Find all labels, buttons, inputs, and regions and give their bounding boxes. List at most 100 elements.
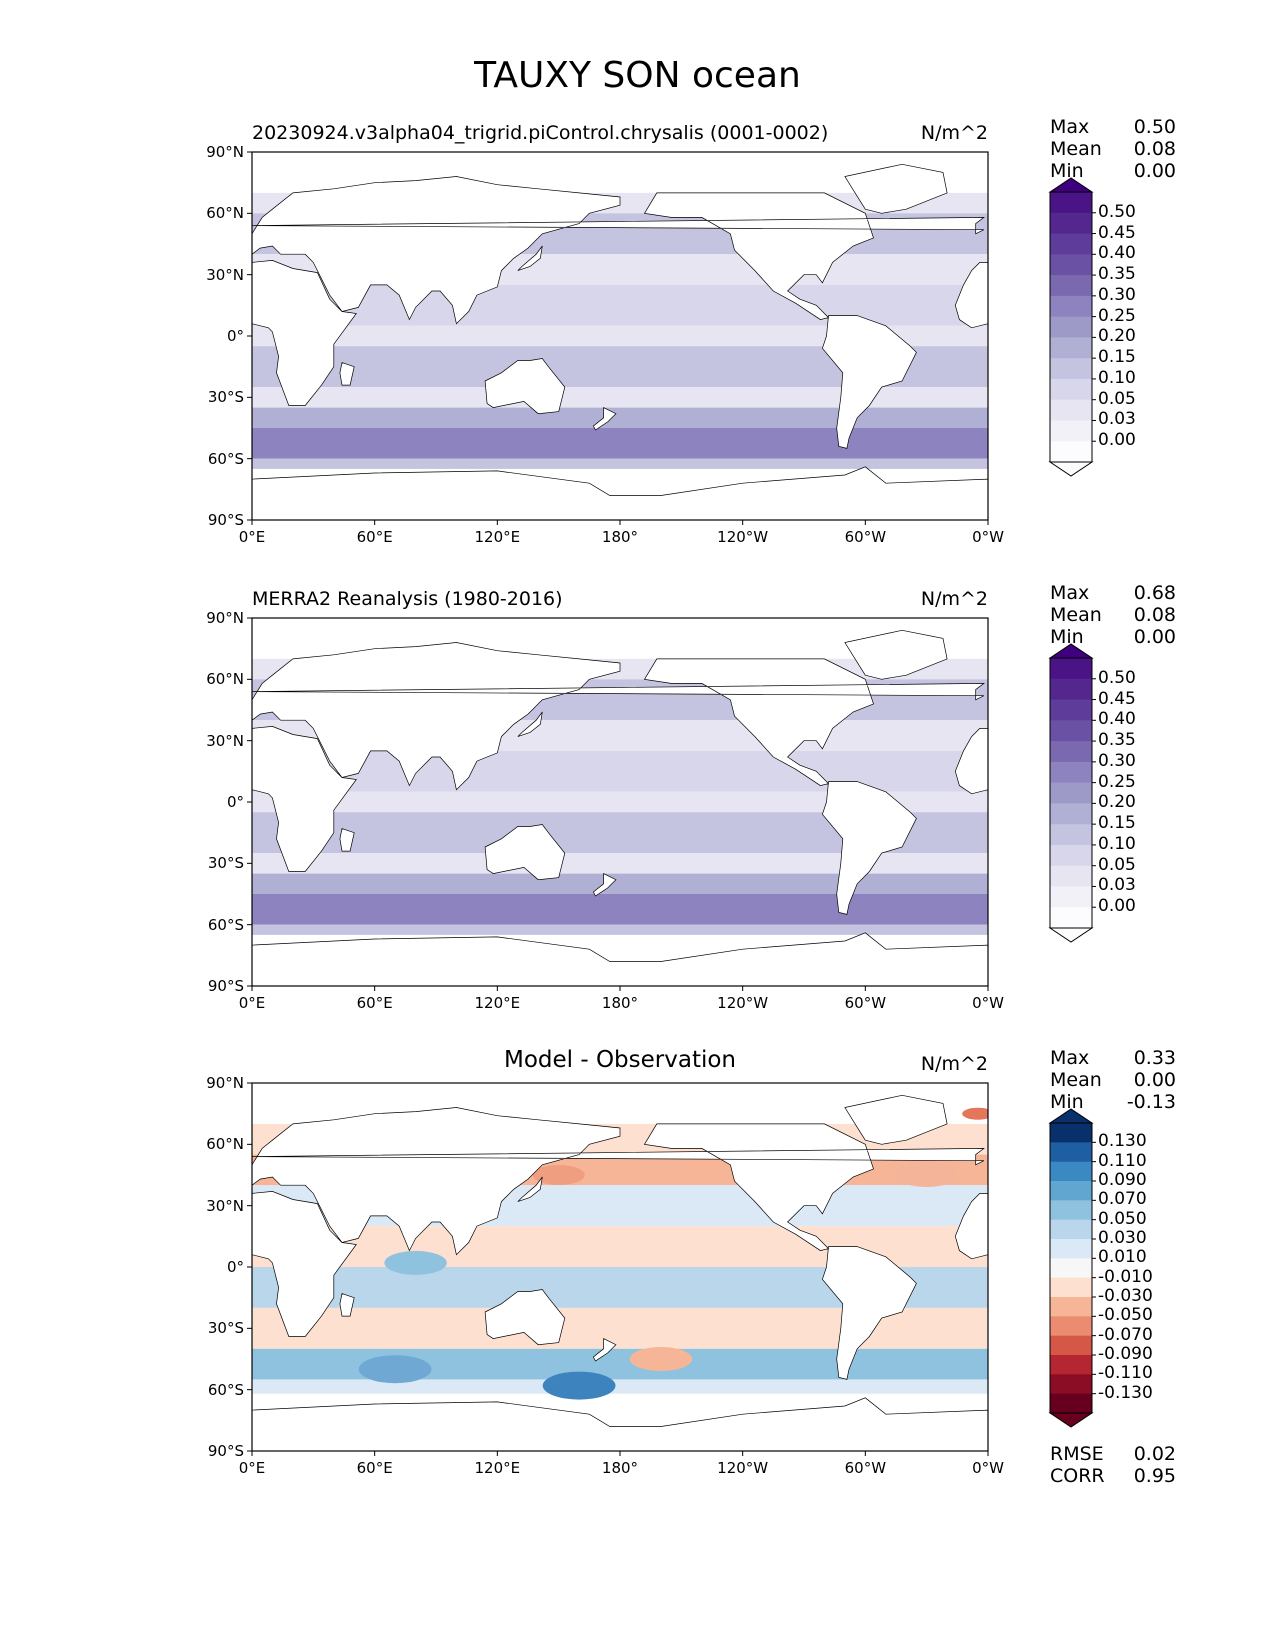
colorbar-segment bbox=[1050, 782, 1092, 804]
stat-label-min: Min bbox=[1050, 1091, 1084, 1113]
colorbar-segment bbox=[1050, 1219, 1092, 1240]
colorbar-label: -0.110 bbox=[1098, 1363, 1153, 1384]
y-tick-label: 90°S bbox=[207, 511, 244, 529]
colorbar-segment bbox=[1050, 295, 1092, 318]
stat-label-max: Max bbox=[1050, 116, 1090, 138]
y-tick-label: 30°N bbox=[206, 731, 244, 750]
y-tick-label: 90°N bbox=[206, 143, 244, 161]
corr-label: CORR bbox=[1050, 1465, 1105, 1487]
colorbar-label: 0.130 bbox=[1098, 1131, 1147, 1152]
y-tick-label: 0° bbox=[226, 327, 244, 345]
colorbar-frame bbox=[1049, 657, 1093, 929]
colorbar-segment bbox=[1050, 844, 1092, 867]
colorbar-label: 0.15 bbox=[1098, 813, 1136, 834]
colorbar-label: -0.050 bbox=[1098, 1305, 1153, 1326]
colorbar-label: -0.010 bbox=[1098, 1266, 1153, 1287]
colorbar-segment bbox=[1050, 212, 1092, 235]
ocean-band bbox=[252, 894, 988, 925]
colorbar-segment bbox=[1050, 741, 1092, 763]
panel-title: MERRA2 Reanalysis (1980-2016) bbox=[252, 588, 563, 610]
colorbar-extend-bottom bbox=[1048, 1412, 1094, 1428]
colorbar-segment bbox=[1050, 358, 1092, 380]
map-panel-3 bbox=[247, 1082, 1096, 1456]
x-tick-label: 0°E bbox=[238, 1459, 266, 1477]
colorbar-label: 0.10 bbox=[1098, 833, 1136, 854]
colorbar-segment bbox=[1050, 192, 1092, 214]
colorbar-label: 0.35 bbox=[1098, 264, 1136, 285]
coastline bbox=[252, 629, 988, 986]
colorbar-label: 0.40 bbox=[1098, 243, 1136, 264]
stat-value-min: -0.13 bbox=[1126, 1091, 1176, 1113]
colorbar-label: 0.20 bbox=[1098, 326, 1136, 347]
colorbar-label: 0.050 bbox=[1098, 1208, 1147, 1229]
colorbar-label: -0.070 bbox=[1098, 1324, 1153, 1345]
y-tick-label: 90°S bbox=[207, 977, 244, 995]
colorbar-segment bbox=[1050, 886, 1092, 908]
colorbar-segment bbox=[1050, 233, 1092, 255]
colorbar-label: 0.25 bbox=[1098, 305, 1136, 326]
colorbar-segment bbox=[1050, 378, 1092, 401]
colorbar-segment bbox=[1050, 420, 1092, 442]
colorbar-segment bbox=[1050, 1393, 1092, 1414]
colorbar-label: -0.030 bbox=[1098, 1286, 1153, 1306]
x-tick-label: 0°W bbox=[972, 994, 1004, 1012]
colorbar-label: -0.130 bbox=[1098, 1382, 1153, 1403]
panel-title: Model - Observation bbox=[503, 1047, 737, 1073]
stat-value-max: 0.68 bbox=[1133, 582, 1176, 604]
colorbar-segment bbox=[1050, 1335, 1092, 1356]
anomaly-blob bbox=[532, 1165, 585, 1185]
y-tick-label: 30°N bbox=[206, 1196, 244, 1215]
y-tick-label: 0° bbox=[226, 793, 244, 811]
colorbar-label: 0.110 bbox=[1098, 1150, 1147, 1171]
panel-units: N/m^2 bbox=[920, 122, 988, 144]
stat-value-min: 0.00 bbox=[1133, 160, 1176, 182]
y-tick-label: 30°S bbox=[207, 854, 244, 873]
colorbar-label: 0.030 bbox=[1098, 1228, 1147, 1248]
anomaly-blob bbox=[629, 1347, 693, 1371]
ocean-band bbox=[252, 791, 988, 813]
y-tick-label: 60°S bbox=[207, 915, 244, 934]
colorbar-label: 0.03 bbox=[1098, 409, 1136, 430]
ocean-band bbox=[252, 458, 988, 469]
colorbar-segment bbox=[1050, 824, 1092, 846]
colorbar bbox=[1048, 1108, 1096, 1428]
colorbar-segment bbox=[1050, 803, 1092, 825]
x-tick-label: 60°W bbox=[844, 528, 887, 546]
colorbar-label: 0.010 bbox=[1098, 1247, 1147, 1268]
colorbar-frame bbox=[1049, 1122, 1093, 1414]
colorbar-label: 0.05 bbox=[1098, 854, 1136, 875]
colorbar-segment bbox=[1050, 720, 1092, 742]
y-tick-label: 60°S bbox=[207, 449, 244, 468]
x-tick-label: 120°W bbox=[717, 994, 769, 1012]
colorbar-segment bbox=[1050, 275, 1092, 297]
x-tick-label: 60°W bbox=[844, 1459, 887, 1477]
colorbar-segment bbox=[1050, 1200, 1092, 1221]
anomaly-blob bbox=[542, 1371, 616, 1400]
y-tick-label: 90°S bbox=[207, 1442, 244, 1460]
x-tick-label: 120°W bbox=[717, 1459, 769, 1477]
colorbar-segment bbox=[1050, 761, 1092, 784]
colorbar-label: 0.30 bbox=[1098, 750, 1136, 771]
stat-value-max: 0.50 bbox=[1133, 116, 1176, 138]
rmse-value: 0.02 bbox=[1133, 1443, 1176, 1465]
coastline bbox=[252, 1094, 988, 1451]
y-tick-label: 0° bbox=[226, 1258, 244, 1276]
panel-units: N/m^2 bbox=[920, 588, 988, 610]
y-tick-label: 90°N bbox=[206, 1074, 244, 1092]
colorbar-label: 0.35 bbox=[1098, 730, 1136, 751]
ocean-band bbox=[252, 1379, 988, 1394]
ocean-band bbox=[252, 428, 988, 459]
x-tick-label: 180° bbox=[601, 994, 639, 1012]
colorbar-label: 0.03 bbox=[1098, 875, 1136, 896]
colorbar-label: 0.070 bbox=[1098, 1189, 1147, 1210]
x-tick-label: 0°W bbox=[972, 528, 1004, 546]
ocean-band bbox=[252, 853, 988, 874]
colorbar-segment bbox=[1050, 1355, 1092, 1375]
x-tick-label: 120°E bbox=[474, 528, 521, 546]
colorbar-segment bbox=[1050, 865, 1092, 887]
anomaly-blob bbox=[962, 1107, 988, 1120]
colorbar-frame bbox=[1049, 191, 1093, 463]
stat-value-mean: 0.08 bbox=[1133, 138, 1176, 160]
colorbar-segment bbox=[1050, 1258, 1092, 1279]
coastline bbox=[252, 163, 988, 520]
